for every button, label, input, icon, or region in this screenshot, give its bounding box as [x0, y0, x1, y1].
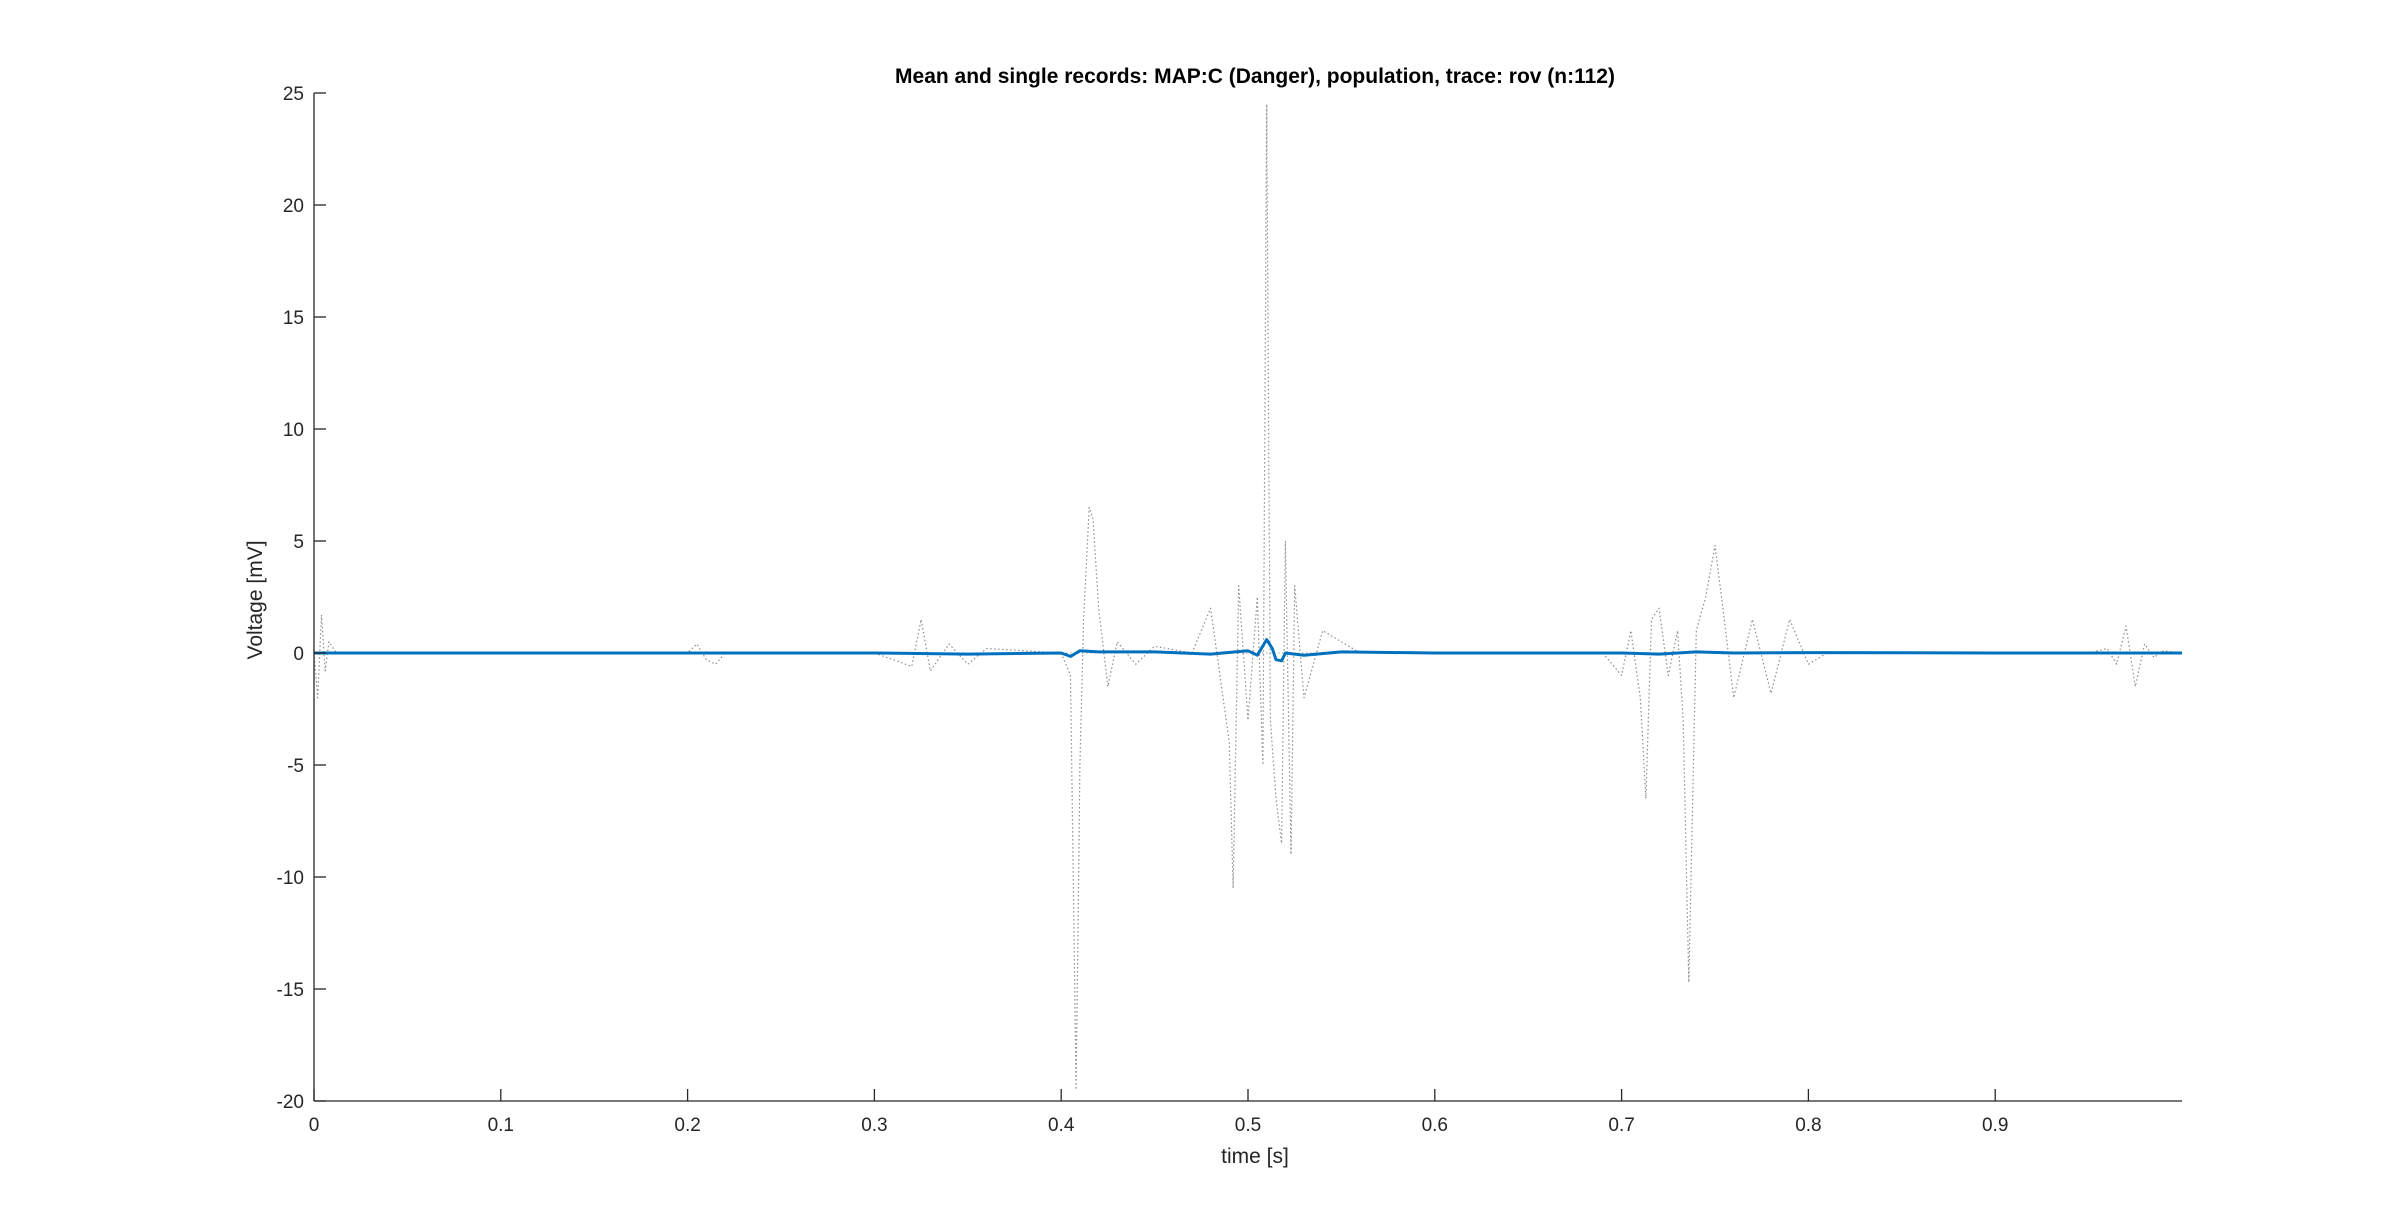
x-tick-label: 0.9	[1982, 1115, 2008, 1136]
single-record-trace	[313, 614, 1062, 699]
y-tick-label: -5	[287, 756, 304, 777]
x-tick-label: 0.1	[488, 1115, 514, 1136]
y-tick-label: 10	[283, 420, 304, 441]
x-tick-label: 0.2	[674, 1115, 700, 1136]
y-tick-label: 20	[283, 196, 304, 217]
axes	[313, 93, 2182, 1102]
y-axis-label: Voltage [mV]	[244, 540, 267, 659]
x-tick-label: 0	[309, 1115, 320, 1136]
mean-trace-layer	[314, 638, 2182, 663]
y-tick-label: -15	[277, 980, 304, 1001]
x-tick-label: 0.4	[1048, 1115, 1075, 1136]
mean-trace	[314, 638, 2182, 663]
single-record-trace	[1602, 544, 1828, 983]
x-axis-label: time [s]	[1221, 1145, 1289, 1168]
single-record-trace	[2088, 625, 2183, 688]
x-tick-label: 0.5	[1235, 1115, 1261, 1136]
x-tick-label: 0.7	[1608, 1115, 1634, 1136]
y-tick-label: -20	[277, 1092, 304, 1113]
x-tick-label: 0.3	[861, 1115, 887, 1136]
y-tick-label: 5	[293, 532, 304, 553]
x-tick-label: 0.8	[1795, 1115, 1821, 1136]
tick-layer: 0 0.1 0.2 0.3 0.4 0.5 0.6 0.7 0.8 0.9 -20 -15 -10 -5 0…	[277, 84, 2009, 1136]
single-records-layer	[313, 103, 2183, 1091]
y-tick-label: 0	[293, 644, 304, 665]
chart-title: Mean and single records: MAP:C (Danger),…	[895, 65, 1615, 88]
y-tick-label: 25	[283, 84, 304, 105]
x-tick-label: 0.6	[1422, 1115, 1448, 1136]
single-record-trace	[1060, 506, 1193, 1091]
y-tick-label: 15	[283, 308, 304, 329]
y-tick-label: -10	[277, 868, 304, 889]
single-record-trace	[1191, 103, 1361, 889]
